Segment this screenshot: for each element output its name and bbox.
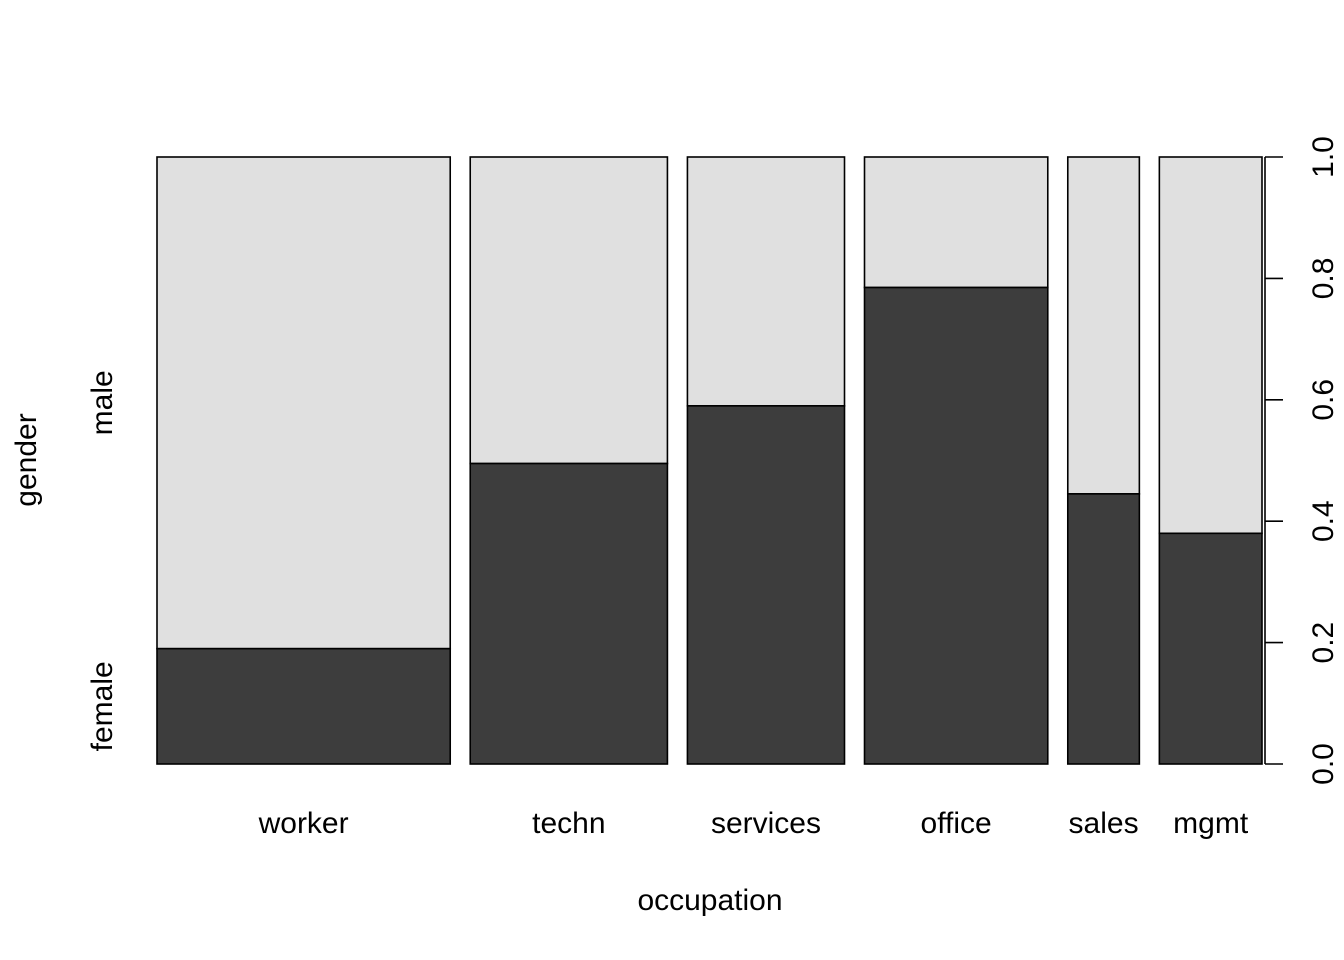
bar-male-services — [686, 156, 846, 407]
x-axis-label: occupation — [637, 884, 782, 917]
bar-male-sales — [1066, 156, 1141, 495]
level-labels: female male — [86, 370, 119, 751]
y-tick-label-0.6: 0.6 — [1307, 379, 1340, 421]
y-tick-label-0.2: 0.2 — [1307, 622, 1340, 664]
x-tick-label-office: office — [921, 807, 992, 840]
y-axis: 0.0 0.2 0.4 0.6 0.8 1.0 — [1264, 136, 1340, 785]
bar-female-worker — [156, 647, 452, 765]
bar-female-mgmt — [1158, 532, 1263, 765]
x-tick-label-worker: worker — [258, 807, 349, 840]
bar-female-sales — [1066, 493, 1141, 765]
y-tick-label-1.0: 1.0 — [1307, 136, 1340, 178]
y-tick-label-0.4: 0.4 — [1307, 500, 1340, 542]
bar-male-office — [863, 156, 1049, 289]
bar-male-mgmt — [1158, 156, 1263, 535]
x-tick-label-techn: techn — [532, 807, 605, 840]
level-label-female: female — [86, 661, 119, 751]
y-axis-label: gender — [10, 413, 43, 506]
bar-female-office — [863, 286, 1049, 765]
bar-male-worker — [156, 156, 452, 650]
x-tick-label-mgmt: mgmt — [1173, 807, 1249, 840]
y-tick-label-0.0: 0.0 — [1307, 743, 1340, 785]
x-tick-label-sales: sales — [1069, 807, 1139, 840]
level-label-male: male — [86, 370, 119, 435]
x-tick-label-services: services — [711, 807, 821, 840]
bar-female-techn — [469, 462, 669, 765]
bars-group — [156, 156, 1263, 765]
y-tick-label-0.8: 0.8 — [1307, 258, 1340, 300]
x-tick-labels: worker techn services office sales mgmt — [258, 807, 1249, 840]
bar-female-services — [686, 405, 846, 765]
bar-male-techn — [469, 156, 669, 465]
